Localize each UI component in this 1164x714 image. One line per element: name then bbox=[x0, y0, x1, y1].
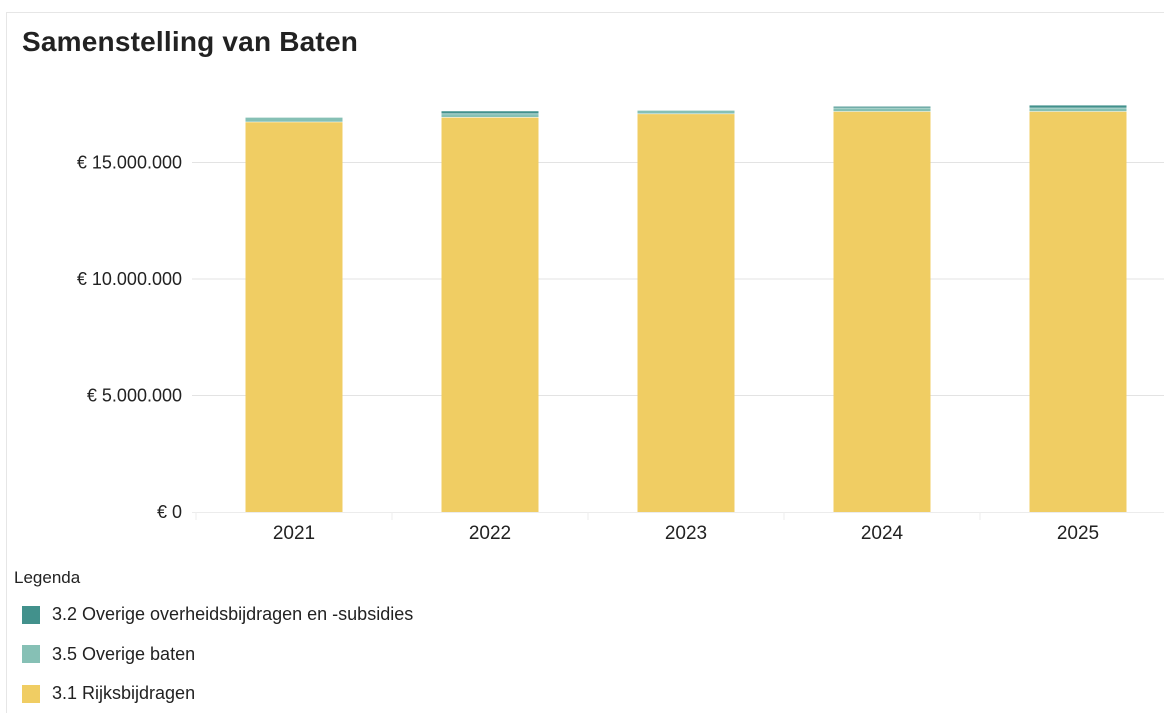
bar-segment bbox=[245, 117, 343, 122]
y-tick-label: € 0 bbox=[157, 502, 182, 522]
x-tick-label: 2021 bbox=[273, 523, 315, 544]
bar-segment bbox=[833, 111, 931, 513]
bar-segment bbox=[441, 111, 539, 114]
legend-label-rijksbijdragen: 3.1 Rijksbijdragen bbox=[52, 683, 196, 704]
bar-segment bbox=[833, 107, 931, 112]
legend-swatch-overige-baten bbox=[22, 645, 40, 664]
y-tick-label: € 5.000.000 bbox=[87, 386, 182, 406]
y-tick-label: € 15.000.000 bbox=[77, 153, 182, 173]
legend-swatch-overige-overheidsbijdragen bbox=[22, 605, 40, 624]
bar-segment bbox=[245, 121, 343, 512]
legend-title: Legenda bbox=[14, 568, 81, 587]
x-tick-label: 2023 bbox=[665, 523, 707, 544]
bar-segment bbox=[1029, 107, 1127, 112]
legend: Legenda 3.2 Overige overheidsbijdragen e… bbox=[14, 568, 413, 714]
chart-frame bbox=[6, 12, 1164, 713]
bar-segment bbox=[1029, 111, 1127, 513]
legend-item-overige-baten[interactable]: 3.5 Overige baten bbox=[14, 635, 413, 675]
x-tick-label: 2022 bbox=[469, 523, 511, 544]
bar-segment bbox=[637, 113, 735, 512]
bar-segment bbox=[1029, 105, 1127, 108]
bar-segment bbox=[441, 113, 539, 118]
x-tick-label: 2025 bbox=[1057, 523, 1099, 544]
bar-segment bbox=[833, 106, 931, 108]
legend-item-overige-overheidsbijdragen[interactable]: 3.2 Overige overheidsbijdragen en -subsi… bbox=[14, 595, 413, 635]
legend-label-overige-baten: 3.5 Overige baten bbox=[52, 643, 196, 664]
bar-segment bbox=[637, 110, 735, 114]
legend-label-overige-overheidsbijdragen: 3.2 Overige overheidsbijdragen en -subsi… bbox=[52, 604, 414, 625]
bar-segment bbox=[441, 117, 539, 512]
chart-plot: € 0 € 5.000.000 € 10.000.000 € 15.000.000 20… bbox=[77, 105, 1164, 544]
x-tick-label: 2024 bbox=[861, 523, 904, 544]
legend-item-rijksbijdragen[interactable]: 3.1 Rijksbijdragen bbox=[14, 674, 413, 714]
legend-swatch-rijksbijdragen bbox=[22, 684, 40, 703]
chart-title: Samenstelling van Baten bbox=[22, 26, 359, 57]
y-tick-label: € 10.000.000 bbox=[77, 269, 182, 289]
